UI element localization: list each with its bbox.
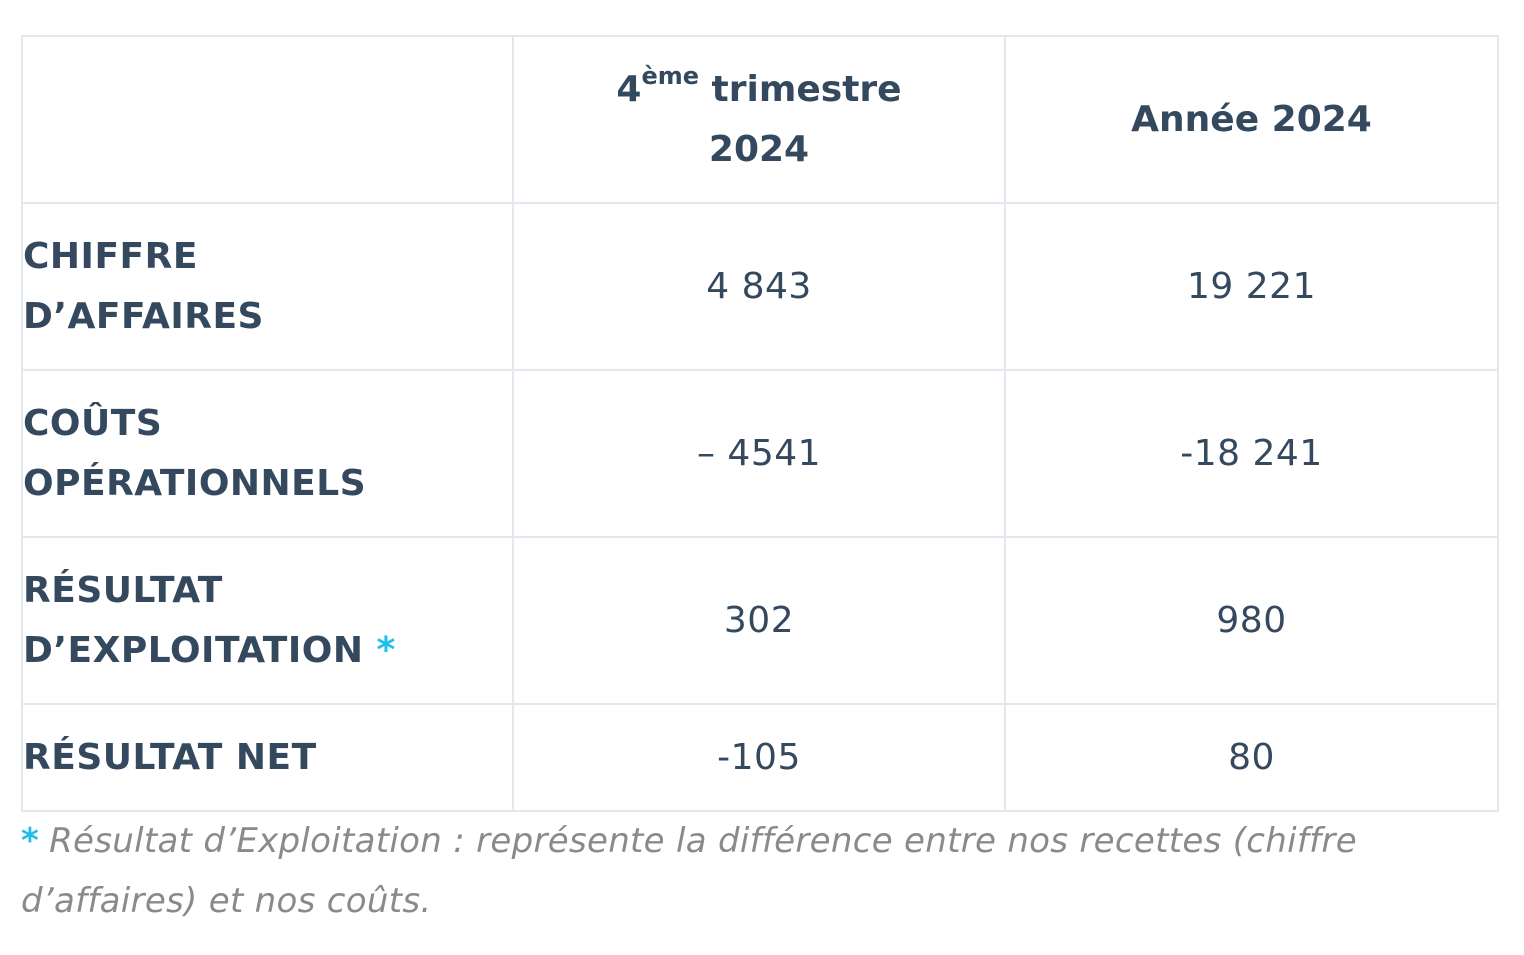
table-row: COÛTS OPÉRATIONNELS – 4541 -18 241 (21, 369, 1499, 538)
row-label-line: RÉSULTAT (23, 569, 223, 611)
row-label-line: D’EXPLOITATION (23, 629, 364, 671)
footnote-asterisk: * (21, 821, 40, 861)
header-q4-2024: 4ème trimestre 2024 (512, 35, 1006, 204)
row-label-line: OPÉRATIONNELS (23, 462, 367, 504)
table-row: RÉSULTAT NET -105 80 (21, 703, 1499, 812)
header-q4-number: 4 (616, 68, 642, 110)
row-label-line: CHIFFRE (23, 235, 198, 277)
revenue-q4-value: 4 843 (512, 202, 1006, 371)
results-table-container: 4ème trimestre 2024 Année 2024 CHIFFRE D… (21, 35, 1499, 812)
footnote-marker-asterisk: * (376, 629, 396, 671)
row-label-net-result: RÉSULTAT NET (21, 703, 514, 812)
footnote: * Résultat d’Exploitation : représente la… (21, 811, 1501, 931)
table-header-row: 4ème trimestre 2024 Année 2024 (21, 35, 1499, 204)
net-result-year-value: 80 (1004, 703, 1499, 812)
financial-results-table: 4ème trimestre 2024 Année 2024 CHIFFRE D… (21, 35, 1499, 812)
header-q4-superscript: ème (641, 61, 700, 90)
header-q4-word: trimestre (699, 68, 902, 110)
table-row: RÉSULTAT D’EXPLOITATION * 302 980 (21, 536, 1499, 705)
table-row: CHIFFRE D’AFFAIRES 4 843 19 221 (21, 202, 1499, 371)
header-q4-year: 2024 (708, 128, 810, 170)
net-result-q4-value: -105 (512, 703, 1006, 812)
footnote-text: Résultat d’Exploitation : représente la … (21, 821, 1357, 921)
header-empty-cell (21, 35, 514, 204)
row-label-revenue: CHIFFRE D’AFFAIRES (21, 202, 514, 371)
costs-year-value: -18 241 (1004, 369, 1499, 538)
operating-result-q4-value: 302 (512, 536, 1006, 705)
costs-q4-value: – 4541 (512, 369, 1006, 538)
row-label-operating-costs: COÛTS OPÉRATIONNELS (21, 369, 514, 538)
row-label-line: D’AFFAIRES (23, 295, 264, 337)
header-year-2024: Année 2024 (1004, 35, 1499, 204)
operating-result-year-value: 980 (1004, 536, 1499, 705)
row-label-operating-result: RÉSULTAT D’EXPLOITATION * (21, 536, 514, 705)
revenue-year-value: 19 221 (1004, 202, 1499, 371)
row-label-line: COÛTS (23, 402, 163, 444)
